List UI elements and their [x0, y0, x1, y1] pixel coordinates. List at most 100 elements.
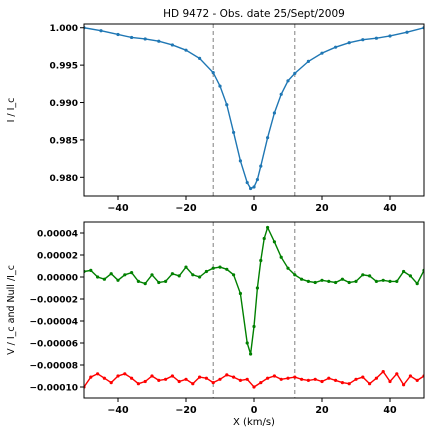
data-point — [143, 37, 147, 41]
x-tick-label: 20 — [315, 405, 329, 416]
data-point — [266, 376, 270, 380]
data-point — [354, 377, 358, 381]
data-point — [177, 274, 181, 278]
data-point — [198, 56, 202, 61]
x-tick-label: 40 — [383, 405, 397, 416]
data-point — [300, 377, 304, 381]
y-tick-label: 0.990 — [50, 99, 78, 109]
data-point — [89, 268, 93, 272]
data-point — [368, 274, 372, 278]
data-point — [374, 36, 378, 40]
data-point — [286, 266, 290, 270]
data-point — [130, 35, 134, 40]
x-tick-label: 0 — [251, 203, 258, 214]
data-point — [238, 159, 242, 163]
data-point — [272, 374, 276, 378]
data-point — [395, 279, 399, 283]
data-point — [266, 225, 270, 230]
data-point — [279, 92, 283, 96]
data-point — [306, 378, 310, 382]
data-point — [334, 45, 338, 49]
data-point — [262, 236, 266, 241]
data-point — [116, 374, 120, 378]
data-point — [255, 177, 259, 182]
data-point — [99, 29, 103, 33]
data-point — [354, 279, 358, 283]
data-point — [272, 240, 276, 244]
data-point — [361, 273, 365, 277]
x-tick-label: −20 — [175, 203, 197, 214]
y-axis-label: I / I_c — [6, 98, 17, 123]
data-point — [143, 282, 147, 286]
data-point — [218, 84, 222, 88]
data-point — [255, 286, 259, 290]
x-axis-label: X (km/s) — [233, 417, 275, 428]
data-point — [238, 378, 242, 382]
data-point — [177, 379, 181, 384]
data-point — [293, 71, 297, 75]
data-point — [238, 291, 242, 296]
data-point — [388, 379, 392, 384]
data-point — [130, 376, 134, 380]
data-point — [293, 273, 297, 277]
data-point — [259, 164, 263, 168]
y-tick-label: −0.00004 — [29, 318, 78, 328]
data-point — [109, 381, 113, 385]
data-point — [402, 383, 406, 387]
data-point — [164, 279, 168, 283]
data-point — [408, 374, 412, 378]
data-point — [286, 79, 290, 83]
x-tick-label: −20 — [175, 405, 197, 416]
y-tick-label: 0.980 — [50, 174, 78, 184]
data-point — [266, 136, 270, 140]
data-point — [327, 376, 331, 380]
data-point — [130, 271, 134, 275]
data-point — [320, 51, 324, 55]
data-point — [232, 130, 236, 135]
y-tick-label: 0.995 — [50, 62, 78, 72]
data-point — [306, 59, 310, 63]
data-point — [191, 273, 195, 277]
data-point — [306, 279, 310, 283]
data-point — [408, 274, 412, 278]
y-axis-label: V / I_c and Null /I_c — [6, 265, 17, 355]
data-point — [347, 41, 351, 45]
data-point — [211, 71, 215, 75]
data-point — [300, 277, 304, 281]
y-tick-label: −0.00008 — [29, 362, 78, 372]
data-point — [368, 382, 372, 386]
data-point — [170, 272, 174, 276]
data-point — [211, 381, 215, 385]
data-point — [136, 279, 140, 283]
data-point — [157, 280, 161, 285]
y-tick-label: 0.00004 — [37, 230, 78, 240]
data-point — [327, 279, 331, 283]
data-point — [89, 375, 93, 379]
figure-title: HD 9472 - Obs. date 25/Sept/2009 — [163, 8, 345, 20]
data-point — [218, 265, 222, 269]
data-point — [184, 48, 188, 52]
data-point — [170, 43, 174, 47]
x-tick-label: −40 — [107, 203, 129, 214]
data-point — [109, 272, 113, 276]
data-point — [279, 377, 283, 381]
data-point — [279, 255, 283, 259]
data-point — [191, 382, 195, 386]
panel-top: −40 −20 0 20 40 0.980 0.985 0.990 0.995 1.000 I / … — [6, 23, 425, 214]
data-point — [293, 375, 297, 379]
y-tick-label: −0.00002 — [29, 296, 78, 306]
data-point — [245, 341, 249, 345]
data-point — [225, 103, 229, 107]
data-point — [96, 275, 100, 279]
data-point — [374, 279, 378, 283]
data-point — [249, 352, 253, 356]
data-point — [225, 373, 229, 377]
data-point — [405, 30, 409, 34]
data-point — [184, 265, 188, 269]
data-series-2 — [84, 370, 424, 389]
data-point — [313, 377, 317, 381]
data-point — [245, 180, 249, 185]
data-point — [252, 385, 256, 389]
